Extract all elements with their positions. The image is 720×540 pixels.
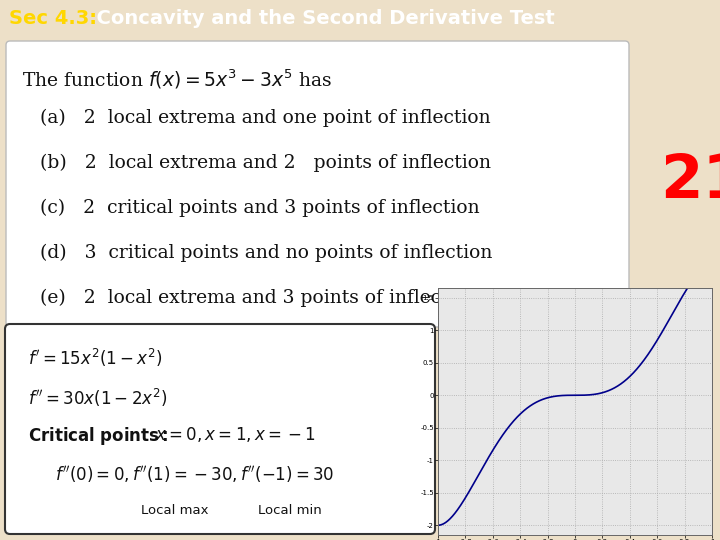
Text: (d)   3  critical points and no points of inflection: (d) 3 critical points and no points of i… [40,244,492,262]
Text: (a)   2  local extrema and one point of inflection: (a) 2 local extrema and one point of inf… [40,109,490,127]
Text: (b)   2  local extrema and 2   points of inflection: (b) 2 local extrema and 2 points of infl… [40,154,491,172]
Text: Local min: Local min [258,504,322,517]
Text: 21: 21 [660,152,720,211]
Text: $x=0, x=1, x=-1$: $x=0, x=1, x=-1$ [155,425,316,444]
Text: Sec 4.3:: Sec 4.3: [9,9,96,28]
FancyBboxPatch shape [5,324,435,534]
Text: Concavity and the Second Derivative Test: Concavity and the Second Derivative Test [83,9,554,28]
Text: Local max: Local max [141,504,209,517]
Text: The function $f(x) = 5x^3 - 3x^5$ has: The function $f(x) = 5x^3 - 3x^5$ has [22,67,332,91]
Text: (c)   2  critical points and 3 points of inflection: (c) 2 critical points and 3 points of in… [40,199,480,217]
Text: $\bf{Critical\ points:}$: $\bf{Critical\ points:}$ [28,425,168,447]
Text: (e)   2  local extrema and 3 points of inflection: (e) 2 local extrema and 3 points of infl… [40,289,478,307]
Text: $f' = 15x^2(1-x^2)$: $f' = 15x^2(1-x^2)$ [28,347,162,369]
Text: $f''(0)=0, f''(1)=-30, f''(-1)=30$: $f''(0)=0, f''(1)=-30, f''(-1)=30$ [55,464,335,485]
FancyBboxPatch shape [6,41,629,327]
Text: $f'' = 30x(1-2x^2)$: $f'' = 30x(1-2x^2)$ [28,387,167,409]
